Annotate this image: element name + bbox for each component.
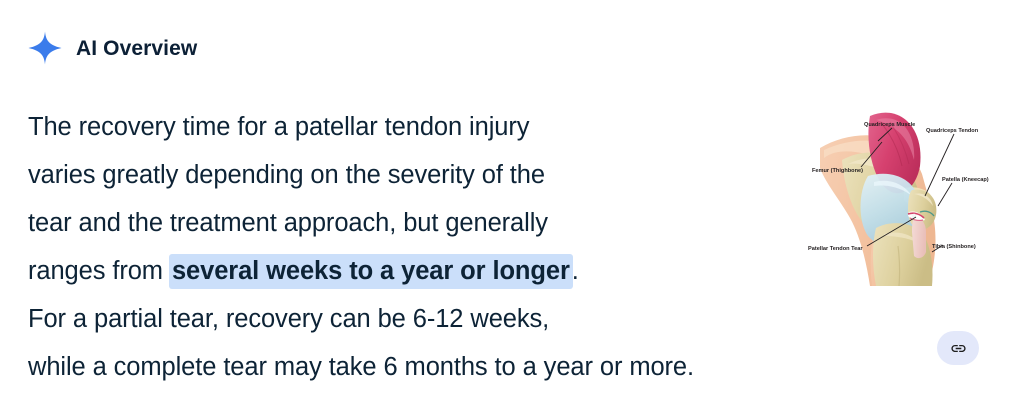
text-line: For a partial tear, recovery can be 6-12… (28, 295, 788, 343)
line-text: For a partial tear, recovery can be 6-12… (28, 305, 550, 333)
line-text: ranges from (28, 257, 170, 285)
text-line: varies greatly depending on the severity… (28, 151, 788, 199)
ai-overview-header: AI Overview (28, 30, 197, 66)
sparkle-icon (28, 31, 62, 65)
label-tibia: Tibia (Shinbone) (932, 244, 976, 250)
label-quadriceps-muscle: Quadriceps Muscle (864, 122, 915, 128)
line-text: varies greatly depending on the severity… (28, 161, 545, 189)
line-text: tear and the treatment approach, but gen… (28, 209, 548, 237)
text-line-with-highlight: ranges from several weeks to a year or l… (28, 247, 788, 295)
knee-anatomy-illustration: Quadriceps Muscle Quadriceps Tendon Femu… (804, 100, 996, 286)
link-icon (950, 344, 966, 352)
label-patella: Patella (Kneecap) (942, 177, 989, 183)
knee-anatomy-image[interactable]: Quadriceps Muscle Quadriceps Tendon Femu… (804, 100, 996, 286)
label-femur: Femur (Thighbone) (812, 168, 863, 174)
ai-overview-text: The recovery time for a patellar tendon … (28, 103, 788, 391)
page-title: AI Overview (76, 36, 198, 60)
text-line: tear and the treatment approach, but gen… (28, 199, 788, 247)
highlighted-phrase: several weeks to a year or longer (168, 254, 573, 289)
text-line: while a complete tear may take 6 months … (28, 343, 788, 391)
line-text-trailing: . (571, 257, 579, 285)
source-link-button[interactable] (937, 331, 979, 365)
text-line: The recovery time for a patellar tendon … (28, 103, 788, 151)
line-text: The recovery time for a patellar tendon … (28, 113, 530, 141)
label-quadriceps-tendon: Quadriceps Tendon (926, 128, 979, 134)
label-patellar-tendon-tear: Patellar Tendon Tear (808, 246, 863, 252)
line-text: while a complete tear may take 6 months … (28, 353, 695, 381)
